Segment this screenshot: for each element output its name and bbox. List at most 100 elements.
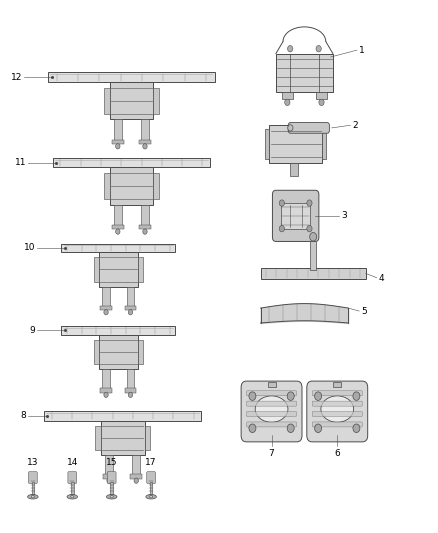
FancyBboxPatch shape: [247, 422, 297, 427]
Ellipse shape: [28, 495, 38, 499]
Text: 13: 13: [27, 458, 39, 467]
Bar: [99, 335, 138, 369]
Text: 11: 11: [15, 158, 26, 167]
Bar: [112, 140, 124, 144]
Circle shape: [116, 229, 120, 235]
Bar: [100, 306, 112, 310]
FancyBboxPatch shape: [28, 472, 37, 483]
Bar: [282, 92, 293, 99]
Bar: [333, 382, 341, 387]
Circle shape: [104, 392, 108, 398]
Text: 9: 9: [29, 326, 35, 335]
Ellipse shape: [146, 495, 156, 499]
Text: 8: 8: [21, 411, 26, 420]
Bar: [100, 389, 112, 393]
Bar: [153, 87, 159, 114]
Text: 12: 12: [11, 73, 22, 82]
Circle shape: [287, 392, 294, 400]
Bar: [139, 225, 151, 230]
Bar: [61, 244, 175, 252]
Bar: [71, 482, 74, 496]
FancyBboxPatch shape: [241, 381, 302, 442]
Ellipse shape: [110, 496, 113, 498]
Bar: [322, 129, 326, 159]
Bar: [103, 474, 115, 479]
FancyBboxPatch shape: [68, 472, 77, 483]
FancyBboxPatch shape: [247, 401, 297, 406]
Bar: [132, 455, 140, 474]
Circle shape: [143, 143, 147, 149]
Bar: [95, 426, 101, 450]
Bar: [105, 455, 113, 474]
Text: 15: 15: [106, 458, 117, 467]
Circle shape: [316, 45, 321, 52]
Bar: [48, 72, 215, 82]
FancyBboxPatch shape: [272, 190, 319, 241]
Circle shape: [287, 45, 293, 52]
FancyBboxPatch shape: [107, 472, 116, 483]
Circle shape: [116, 143, 120, 149]
Bar: [114, 119, 122, 140]
Bar: [150, 482, 152, 496]
Text: 17: 17: [145, 458, 157, 467]
Bar: [316, 92, 327, 99]
Bar: [268, 382, 276, 387]
Bar: [53, 158, 210, 167]
Bar: [44, 411, 201, 421]
Circle shape: [314, 424, 321, 433]
Circle shape: [249, 392, 256, 400]
Ellipse shape: [149, 496, 153, 498]
Circle shape: [285, 99, 290, 106]
Bar: [112, 225, 124, 230]
Bar: [110, 167, 153, 205]
FancyBboxPatch shape: [307, 381, 368, 442]
FancyBboxPatch shape: [247, 411, 297, 417]
Circle shape: [107, 478, 111, 483]
Bar: [141, 119, 149, 140]
Bar: [138, 340, 143, 364]
Bar: [102, 369, 110, 389]
Bar: [138, 257, 143, 281]
Bar: [130, 474, 142, 479]
Ellipse shape: [321, 396, 353, 422]
Circle shape: [287, 424, 294, 433]
Bar: [139, 140, 151, 144]
Text: 5: 5: [361, 306, 367, 316]
Bar: [110, 482, 113, 496]
Bar: [99, 252, 138, 287]
Circle shape: [104, 310, 108, 315]
Ellipse shape: [106, 495, 117, 499]
Bar: [153, 173, 159, 199]
Ellipse shape: [31, 496, 35, 498]
Bar: [101, 421, 145, 455]
Bar: [125, 389, 136, 393]
Bar: [104, 173, 110, 199]
FancyBboxPatch shape: [312, 422, 362, 427]
Bar: [261, 268, 366, 279]
Circle shape: [353, 392, 360, 400]
Circle shape: [307, 200, 312, 206]
FancyBboxPatch shape: [312, 411, 362, 417]
FancyBboxPatch shape: [312, 401, 362, 406]
Bar: [127, 287, 134, 306]
Bar: [110, 82, 153, 119]
Bar: [61, 326, 175, 335]
Text: 6: 6: [334, 449, 340, 458]
Circle shape: [288, 125, 293, 131]
Bar: [145, 426, 150, 450]
Circle shape: [314, 392, 321, 400]
Bar: [310, 241, 316, 270]
FancyBboxPatch shape: [147, 472, 155, 483]
Bar: [94, 257, 99, 281]
Text: 2: 2: [353, 121, 358, 130]
Text: 4: 4: [379, 274, 385, 283]
Circle shape: [279, 200, 285, 206]
Text: 3: 3: [342, 212, 347, 220]
Bar: [114, 205, 122, 225]
Circle shape: [134, 478, 138, 483]
Ellipse shape: [71, 496, 74, 498]
Bar: [102, 287, 110, 306]
Bar: [32, 482, 34, 496]
Bar: [276, 53, 333, 92]
Bar: [290, 163, 298, 176]
